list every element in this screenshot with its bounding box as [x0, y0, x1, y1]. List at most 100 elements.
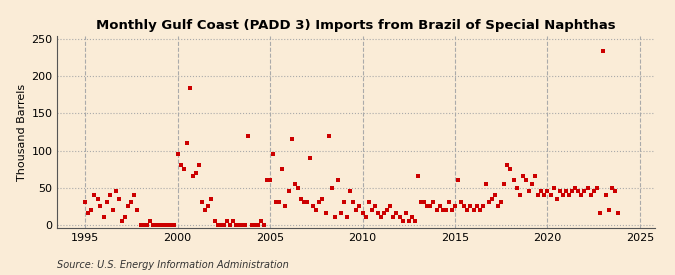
Point — [240, 222, 251, 227]
Point — [243, 133, 254, 138]
Point — [520, 178, 531, 182]
Point — [197, 200, 208, 205]
Point — [573, 189, 584, 193]
Point — [367, 208, 377, 212]
Point — [477, 204, 488, 208]
Point — [95, 204, 106, 208]
Point — [453, 178, 464, 182]
Point — [591, 185, 602, 190]
Point — [117, 219, 128, 223]
Point — [194, 163, 205, 167]
Point — [567, 189, 578, 193]
Point — [221, 219, 232, 223]
Point — [283, 189, 294, 193]
Point — [231, 222, 242, 227]
Point — [246, 222, 257, 227]
Point — [496, 200, 507, 205]
Point — [98, 215, 109, 219]
Point — [215, 222, 226, 227]
Point — [391, 211, 402, 216]
Point — [551, 196, 562, 201]
Point — [80, 200, 90, 205]
Point — [234, 222, 244, 227]
Point — [490, 193, 501, 197]
Point — [166, 222, 177, 227]
Point — [526, 182, 537, 186]
Point — [138, 222, 149, 227]
Point — [169, 222, 180, 227]
Point — [481, 182, 491, 186]
Point — [348, 200, 358, 205]
Point — [200, 208, 211, 212]
Point — [428, 200, 439, 205]
Point — [305, 156, 316, 160]
Point — [576, 193, 587, 197]
Point — [483, 200, 494, 205]
Point — [302, 200, 313, 205]
Point — [213, 222, 223, 227]
Point — [570, 185, 580, 190]
Point — [120, 215, 131, 219]
Point — [151, 222, 161, 227]
Point — [471, 204, 482, 208]
Point — [597, 48, 608, 53]
Point — [542, 189, 553, 193]
Point — [398, 219, 408, 223]
Point — [280, 204, 291, 208]
Point — [141, 222, 152, 227]
Point — [443, 200, 454, 205]
Point — [363, 200, 374, 205]
Point — [320, 211, 331, 216]
Point — [286, 137, 297, 142]
Point — [311, 208, 322, 212]
Point — [298, 200, 309, 205]
Point — [154, 222, 165, 227]
Point — [505, 167, 516, 171]
Point — [203, 204, 214, 208]
Point — [493, 204, 504, 208]
Point — [548, 185, 559, 190]
Point — [440, 208, 451, 212]
Point — [188, 174, 198, 179]
Point — [514, 193, 525, 197]
Point — [107, 208, 118, 212]
Point — [422, 204, 433, 208]
Point — [589, 189, 599, 193]
Point — [277, 167, 288, 171]
Point — [499, 182, 510, 186]
Point — [314, 200, 325, 205]
Point — [418, 200, 429, 205]
Point — [227, 219, 238, 223]
Point — [219, 222, 230, 227]
Point — [105, 193, 115, 197]
Point — [508, 178, 519, 182]
Point — [135, 222, 146, 227]
Point — [459, 204, 470, 208]
Point — [163, 222, 173, 227]
Point — [530, 174, 541, 179]
Point — [603, 208, 614, 212]
Point — [335, 211, 346, 216]
Point — [326, 185, 337, 190]
Point — [265, 178, 275, 182]
Point — [190, 170, 201, 175]
Point — [182, 141, 192, 145]
Point — [388, 215, 399, 219]
Point — [601, 193, 612, 197]
Point — [225, 222, 236, 227]
Point — [259, 222, 269, 227]
Point — [345, 189, 356, 193]
Point — [360, 215, 371, 219]
Point — [123, 204, 134, 208]
Point — [579, 189, 590, 193]
Point — [357, 211, 368, 216]
Point — [261, 178, 272, 182]
Point — [113, 196, 124, 201]
Point — [425, 204, 436, 208]
Point — [468, 208, 479, 212]
Point — [434, 204, 445, 208]
Point — [431, 208, 442, 212]
Point — [462, 208, 472, 212]
Point — [560, 189, 571, 193]
Point — [373, 211, 383, 216]
